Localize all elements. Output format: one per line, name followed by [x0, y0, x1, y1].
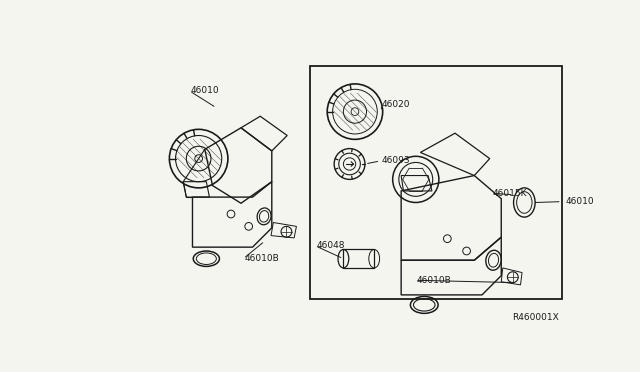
Bar: [310, 66, 562, 299]
Text: 46093: 46093: [382, 156, 410, 166]
Text: 46010: 46010: [191, 86, 220, 95]
Text: 46010B: 46010B: [417, 276, 451, 285]
Text: 46020: 46020: [382, 100, 410, 109]
Text: 46010B: 46010B: [245, 254, 280, 263]
Text: R460001X: R460001X: [512, 314, 559, 323]
Text: 46048: 46048: [316, 241, 345, 250]
Text: 46015K: 46015K: [493, 189, 527, 198]
Text: 46010: 46010: [565, 197, 594, 206]
